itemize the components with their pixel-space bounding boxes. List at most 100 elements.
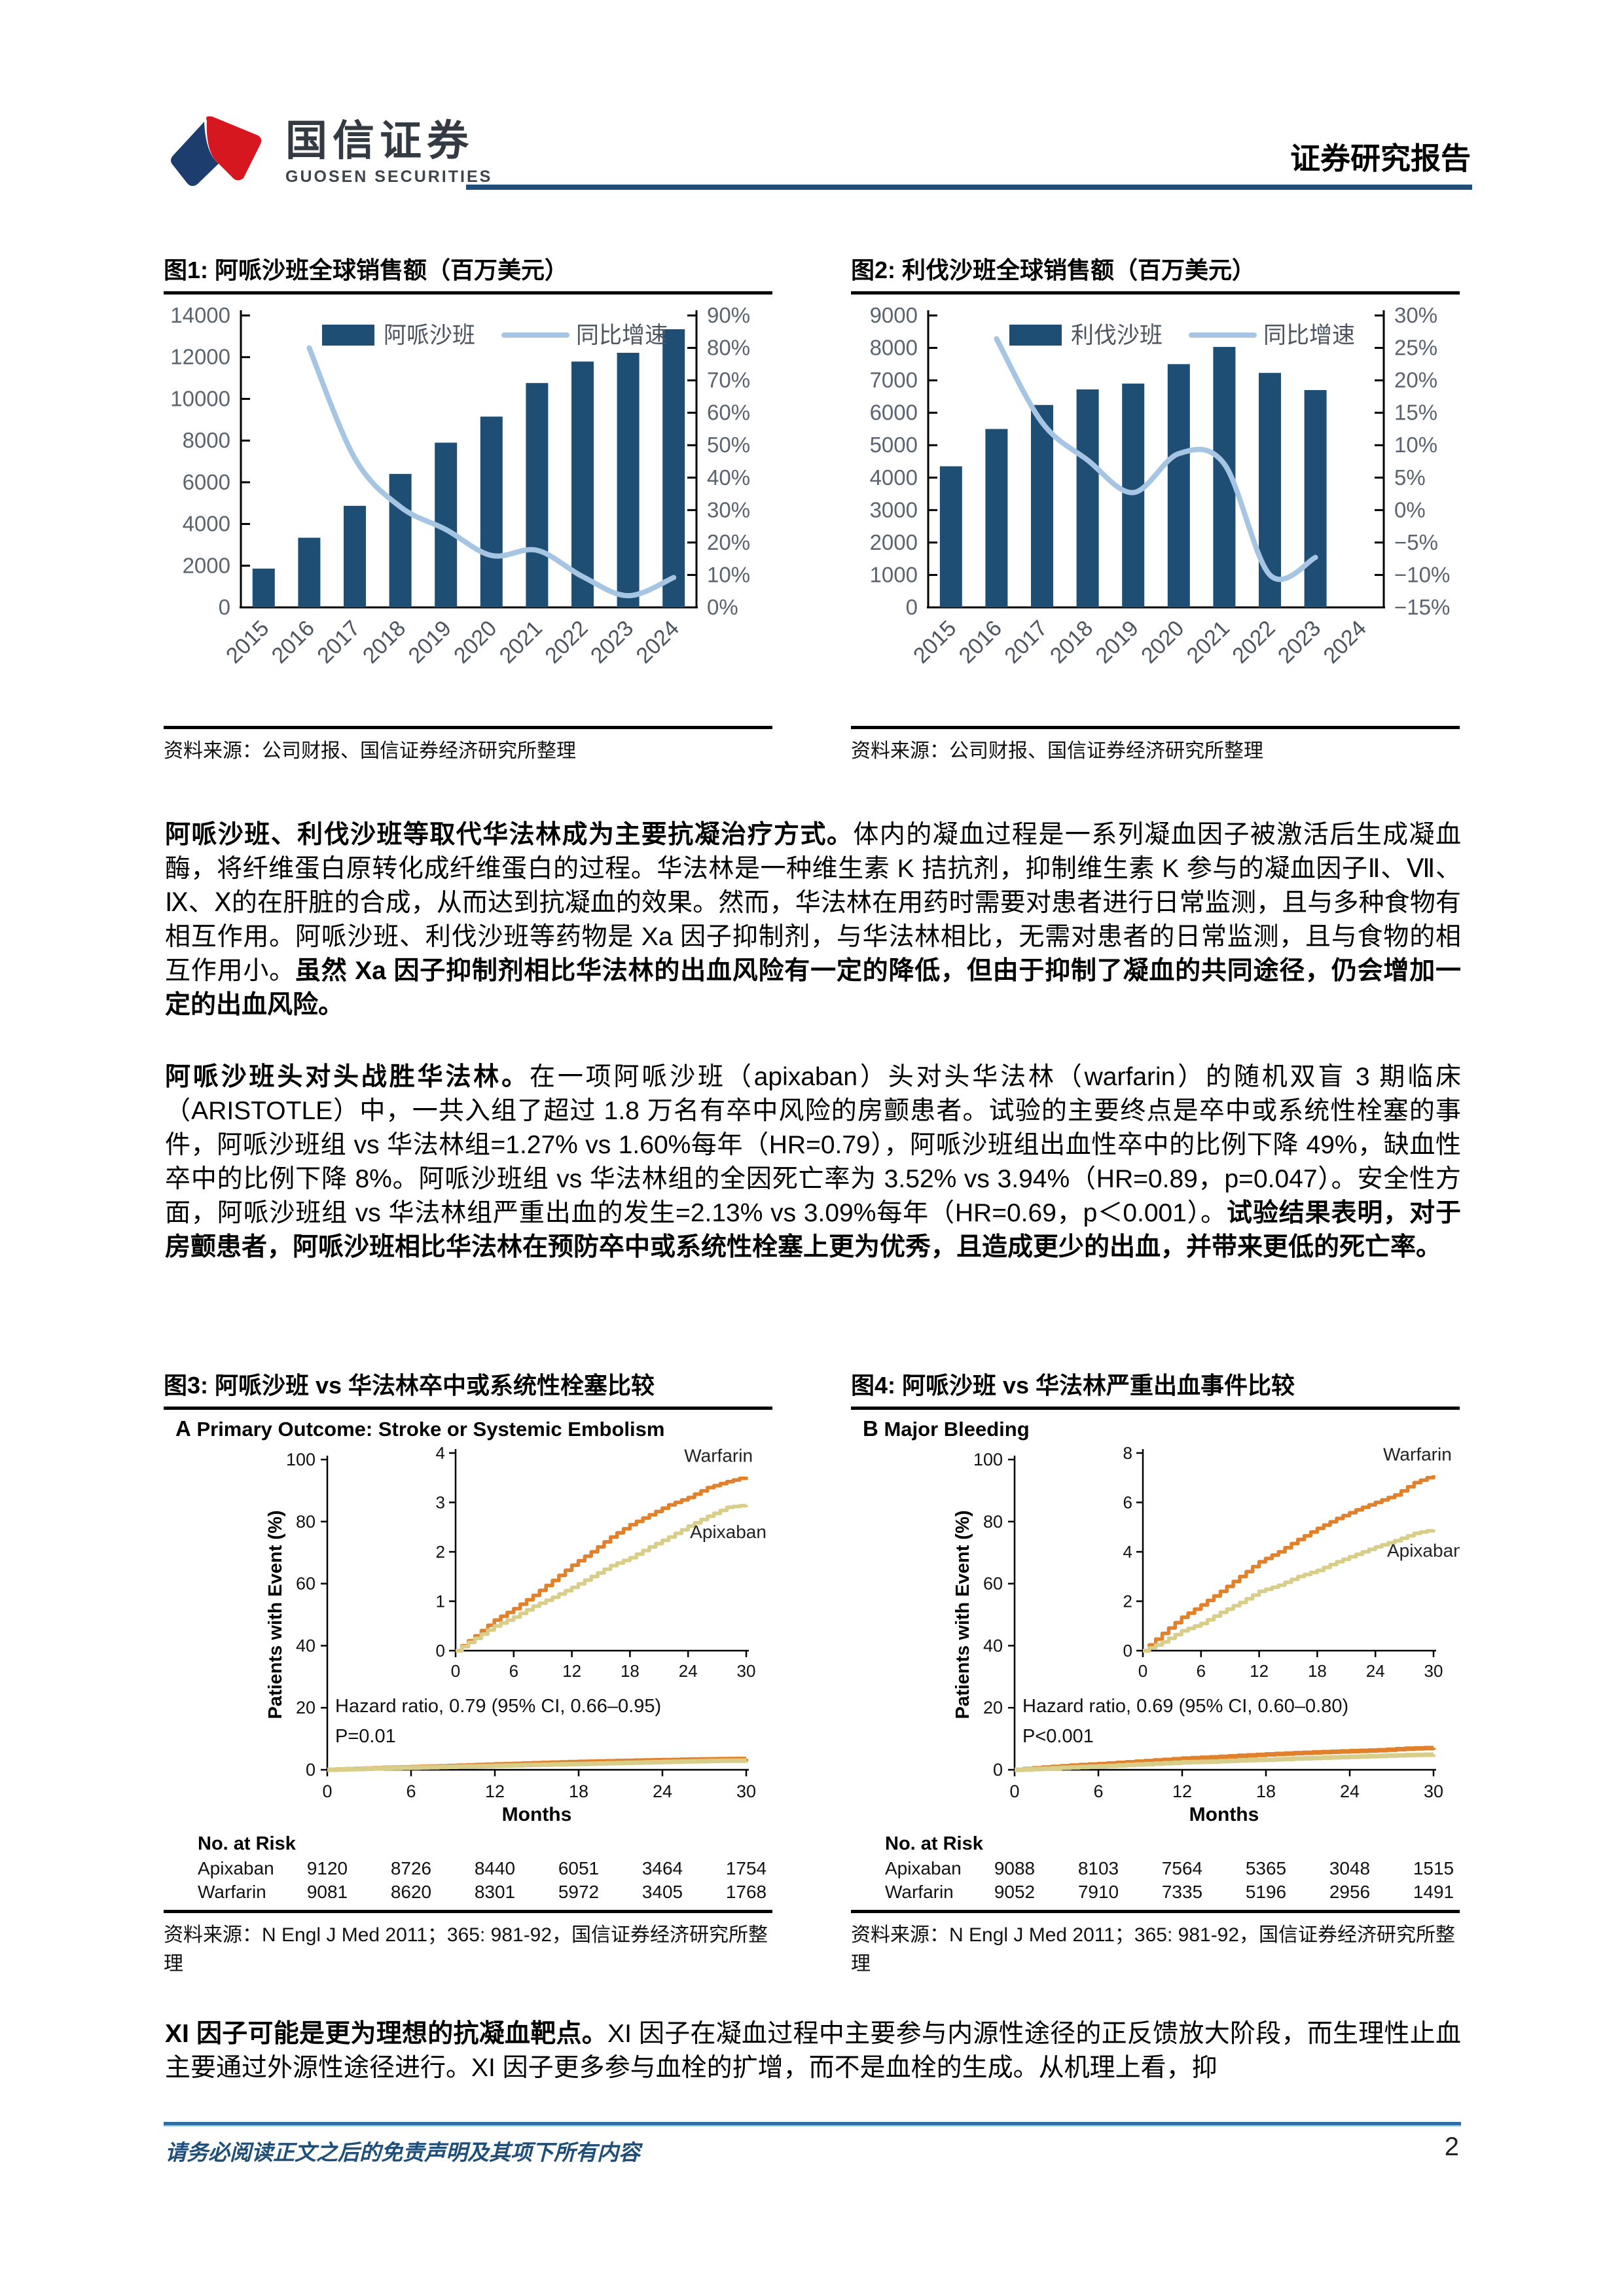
svg-text:Apixaban: Apixaban bbox=[198, 1858, 274, 1878]
svg-text:2015: 2015 bbox=[221, 616, 274, 668]
svg-text:Apixaban: Apixaban bbox=[885, 1858, 962, 1878]
svg-text:Patients with Event (%): Patients with Event (%) bbox=[265, 1510, 286, 1719]
svg-text:7910: 7910 bbox=[1078, 1882, 1119, 1902]
svg-text:2020: 2020 bbox=[449, 616, 501, 668]
svg-text:24: 24 bbox=[653, 1782, 672, 1801]
emphasis-text: 阿哌沙班、利伐沙班等取代华法林成为主要抗凝治疗方式。 bbox=[165, 821, 854, 849]
svg-text:No. at Risk: No. at Risk bbox=[885, 1833, 984, 1854]
svg-text:6000: 6000 bbox=[870, 401, 918, 425]
svg-text:0: 0 bbox=[322, 1782, 332, 1801]
svg-text:2018: 2018 bbox=[358, 616, 410, 668]
svg-text:12: 12 bbox=[1250, 1661, 1269, 1681]
svg-text:2018: 2018 bbox=[1045, 616, 1098, 668]
svg-text:Hazard ratio, 0.79 (95% CI, 0.: Hazard ratio, 0.79 (95% CI, 0.66–0.95) bbox=[335, 1696, 661, 1717]
emphasis-text: 虽然 Xa 因子抑制剂相比华法林的出血风险有一定的降低，但由于抑制了凝血的共同途… bbox=[165, 957, 1461, 1019]
figure-2-title: 图2: 利伐沙班全球销售额（百万美元） bbox=[851, 257, 1256, 283]
figure-4-title: 图4: 阿哌沙班 vs 华法林严重出血事件比较 bbox=[851, 1372, 1295, 1399]
svg-text:6: 6 bbox=[1093, 1782, 1103, 1801]
figure-1-title-rule bbox=[164, 291, 772, 295]
svg-text:5365: 5365 bbox=[1246, 1858, 1286, 1878]
figure-1-source: 资料来源：公司财报、国信证券经济研究所整理 bbox=[164, 740, 576, 762]
figure-4-source-rule bbox=[851, 1910, 1460, 1913]
svg-text:0: 0 bbox=[1138, 1661, 1147, 1681]
svg-text:2956: 2956 bbox=[1329, 1882, 1370, 1902]
svg-text:2: 2 bbox=[436, 1542, 445, 1562]
figure-3-source: 资料来源：N Engl J Med 2011；365: 981-92，国信证券经… bbox=[164, 1924, 768, 1975]
figure-1-title: 图1: 阿哌沙班全球销售额（百万美元） bbox=[164, 257, 569, 283]
svg-text:80%: 80% bbox=[707, 336, 750, 360]
svg-text:同比增速: 同比增速 bbox=[576, 323, 668, 348]
svg-text:2023: 2023 bbox=[1273, 616, 1326, 668]
svg-text:12: 12 bbox=[1172, 1782, 1192, 1801]
svg-text:7000: 7000 bbox=[870, 368, 918, 392]
svg-text:0%: 0% bbox=[707, 595, 738, 619]
svg-text:25%: 25% bbox=[1394, 336, 1437, 360]
svg-text:阿哌沙班: 阿哌沙班 bbox=[384, 323, 475, 348]
footer-disclaimer: 请务必阅读正文之后的免责声明及其项下所有内容 bbox=[165, 2140, 640, 2164]
figure-2-title-rule bbox=[851, 291, 1460, 295]
svg-text:8000: 8000 bbox=[870, 336, 918, 360]
svg-text:9088: 9088 bbox=[994, 1858, 1035, 1878]
svg-text:2017: 2017 bbox=[312, 616, 365, 668]
svg-text:2000: 2000 bbox=[183, 553, 230, 577]
figure-3-title-rule bbox=[164, 1407, 772, 1410]
figure-3-title: 图3: 阿哌沙班 vs 华法林卒中或系统性栓塞比较 bbox=[164, 1372, 655, 1399]
svg-text:2000: 2000 bbox=[870, 530, 918, 554]
svg-text:60: 60 bbox=[296, 1574, 316, 1594]
svg-text:30%: 30% bbox=[707, 497, 750, 522]
svg-text:60: 60 bbox=[983, 1574, 1003, 1594]
svg-text:A Primary Outcome: Stroke or: A Primary Outcome: Stroke or Systemic Em… bbox=[175, 1416, 664, 1441]
svg-text:8726: 8726 bbox=[391, 1858, 431, 1878]
svg-text:2021: 2021 bbox=[1182, 616, 1235, 668]
figure-4-source: 资料来源：N Engl J Med 2011；365: 981-92，国信证券经… bbox=[851, 1924, 1456, 1975]
svg-text:12: 12 bbox=[485, 1782, 505, 1801]
svg-text:0: 0 bbox=[306, 1760, 316, 1780]
svg-text:6: 6 bbox=[406, 1782, 416, 1801]
svg-text:8103: 8103 bbox=[1078, 1858, 1119, 1878]
stroke-embolism-km-chart: A Primary Outcome: Stroke or Systemic Em… bbox=[164, 1416, 772, 1904]
svg-text:6: 6 bbox=[1197, 1661, 1206, 1681]
svg-text:3405: 3405 bbox=[642, 1882, 683, 1902]
svg-text:18: 18 bbox=[1256, 1782, 1276, 1801]
svg-text:9120: 9120 bbox=[307, 1858, 348, 1878]
emphasis-text: 试验结果表明，对于房颤患者，阿哌沙班相比华法林在预防卒中或系统性栓塞上更为优秀，… bbox=[165, 1199, 1461, 1261]
svg-text:100: 100 bbox=[286, 1450, 316, 1469]
svg-text:20%: 20% bbox=[1394, 368, 1437, 392]
svg-text:0: 0 bbox=[1009, 1782, 1019, 1801]
svg-text:10%: 10% bbox=[707, 562, 750, 586]
svg-text:No. at Risk: No. at Risk bbox=[198, 1833, 297, 1854]
svg-text:9052: 9052 bbox=[994, 1882, 1035, 1902]
report-type-label: 证券研究报告 bbox=[1290, 141, 1471, 175]
emphasis-text: XI 因子可能是更为理想的抗凝血靶点。 bbox=[165, 2020, 608, 2048]
svg-text:100: 100 bbox=[973, 1450, 1003, 1469]
svg-text:5196: 5196 bbox=[1246, 1882, 1286, 1902]
paragraph-factor-xi: XI 因子可能是更为理想的抗凝血靶点。XI 因子在凝血过程中主要参与内源性途径的… bbox=[165, 2017, 1461, 2085]
svg-text:2021: 2021 bbox=[495, 616, 547, 668]
svg-text:6051: 6051 bbox=[558, 1858, 599, 1878]
figure-4: 图4: 阿哌沙班 vs 华法林严重出血事件比较 B Major Bleeding… bbox=[851, 1371, 1460, 1979]
svg-text:P=0.01: P=0.01 bbox=[335, 1726, 396, 1747]
svg-text:Patients with Event (%): Patients with Event (%) bbox=[952, 1510, 973, 1719]
svg-text:7335: 7335 bbox=[1162, 1882, 1202, 1902]
svg-text:24: 24 bbox=[679, 1661, 698, 1681]
svg-text:18: 18 bbox=[621, 1661, 640, 1681]
svg-text:Months: Months bbox=[1189, 1804, 1259, 1825]
svg-text:80: 80 bbox=[983, 1512, 1003, 1532]
svg-text:0: 0 bbox=[906, 595, 918, 619]
svg-text:2016: 2016 bbox=[954, 616, 1007, 668]
svg-text:8620: 8620 bbox=[391, 1882, 431, 1902]
svg-text:6000: 6000 bbox=[183, 470, 230, 494]
figure-2: 图2: 利伐沙班全球销售额（百万美元） 0 1000 2000 3000 4000 500… bbox=[851, 255, 1460, 766]
figure-3: 图3: 阿哌沙班 vs 华法林卒中或系统性栓塞比较 A Primary Outc… bbox=[164, 1371, 772, 1979]
figure-1: 图1: 阿哌沙班全球销售额（百万美元） 0 2000 4000 6000 8000 100… bbox=[164, 255, 772, 766]
svg-text:30: 30 bbox=[737, 1661, 756, 1681]
svg-text:0%: 0% bbox=[1394, 497, 1426, 522]
svg-text:8: 8 bbox=[1123, 1443, 1132, 1463]
svg-text:B Major Bleeding: B Major Bleeding bbox=[863, 1416, 1030, 1441]
svg-text:2023: 2023 bbox=[586, 616, 638, 668]
figure-2-source: 资料来源：公司财报、国信证券经济研究所整理 bbox=[851, 740, 1263, 762]
page-number: 2 bbox=[1444, 2132, 1459, 2161]
svg-text:30: 30 bbox=[1424, 1661, 1443, 1681]
svg-text:2: 2 bbox=[1123, 1592, 1132, 1611]
svg-text:5%: 5% bbox=[1394, 465, 1426, 490]
